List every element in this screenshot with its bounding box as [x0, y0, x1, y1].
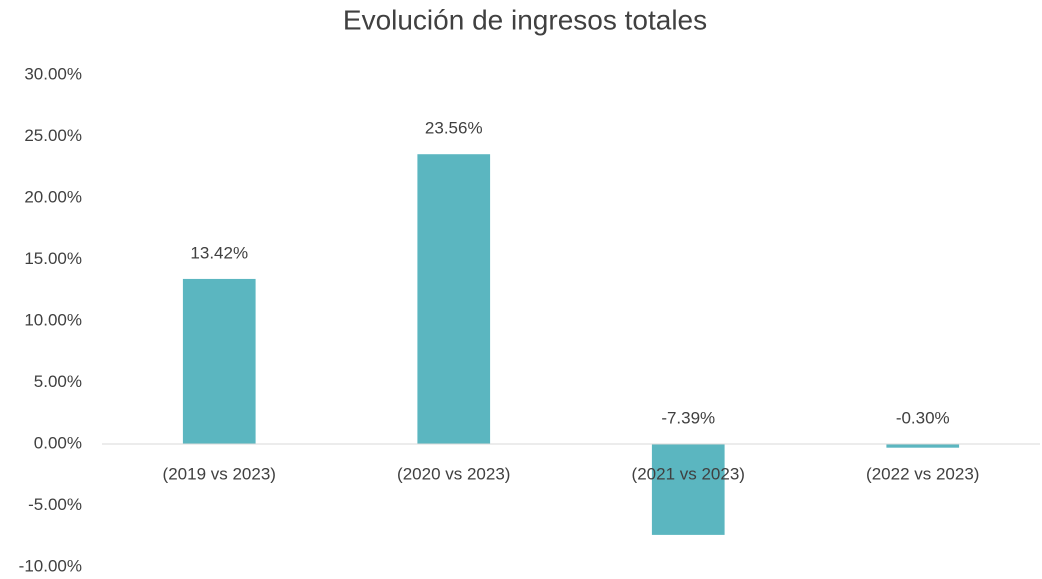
x-tick-label: (2022 vs 2023): [866, 464, 979, 483]
y-tick-label: 15.00%: [24, 249, 82, 268]
data-label: 13.42%: [190, 243, 248, 262]
y-tick-label: 25.00%: [24, 126, 82, 145]
y-tick-label: 0.00%: [34, 433, 82, 452]
y-tick-label: -5.00%: [28, 495, 82, 514]
chart-title: Evolución de ingresos totales: [343, 4, 707, 35]
data-label: -7.39%: [661, 408, 715, 427]
y-tick-label: 10.00%: [24, 310, 82, 329]
y-tick-label: 20.00%: [24, 187, 82, 206]
bar: [886, 444, 960, 448]
data-label: -0.30%: [896, 408, 950, 427]
x-tick-label: (2021 vs 2023): [632, 464, 745, 483]
x-tick-label: (2020 vs 2023): [397, 464, 510, 483]
bar: [182, 278, 256, 444]
y-tick-label: 30.00%: [24, 64, 82, 83]
x-tick-label: (2019 vs 2023): [163, 464, 276, 483]
y-tick-label: 5.00%: [34, 372, 82, 391]
data-label: 23.56%: [425, 119, 483, 138]
bar: [651, 444, 725, 535]
bar: [417, 154, 491, 444]
y-tick-label: -10.00%: [19, 556, 82, 575]
